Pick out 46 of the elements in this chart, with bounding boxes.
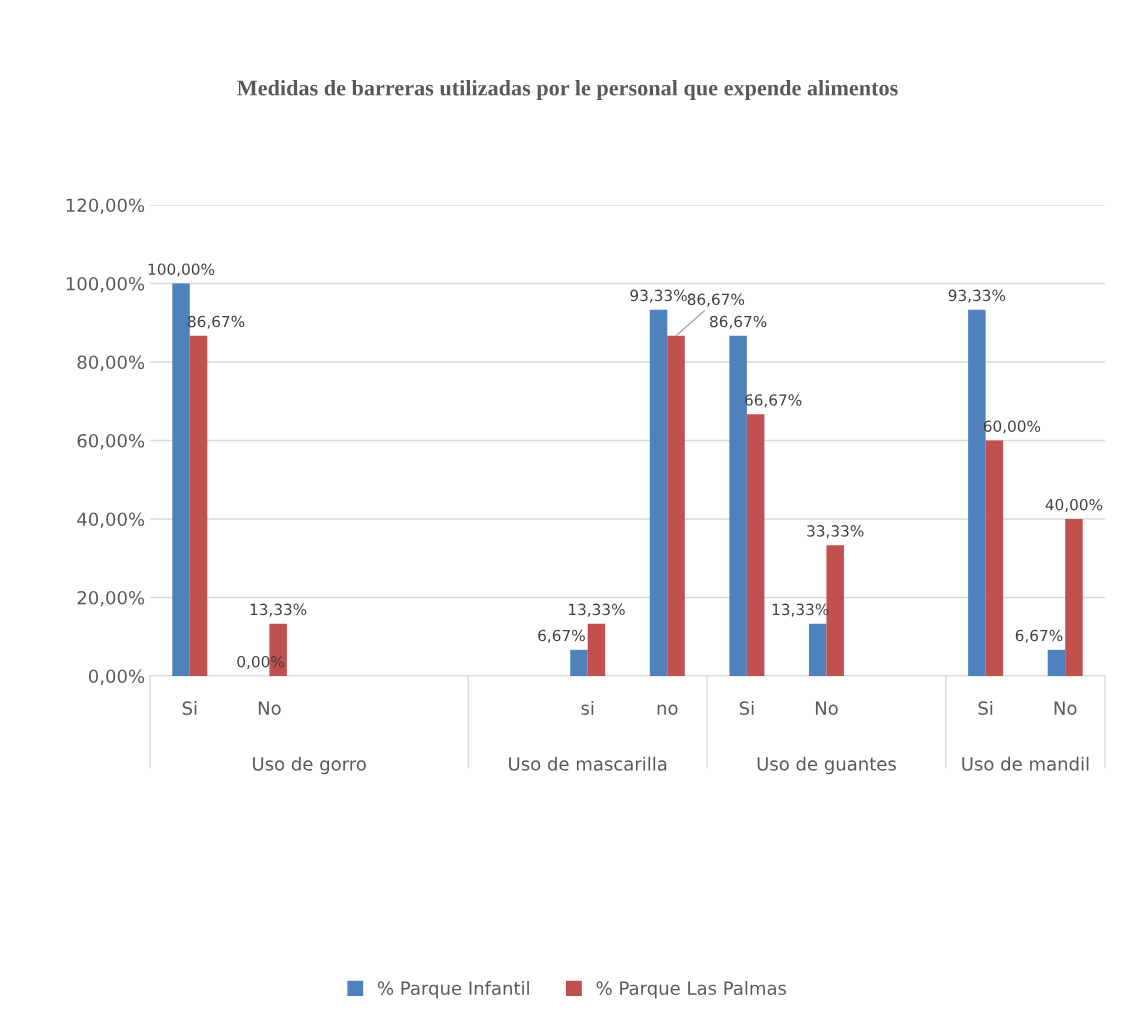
bar (746, 414, 765, 676)
text: Uso de mascarilla (509, 756, 667, 771)
y-tick-label: 20,00% (77, 590, 145, 607)
data-label: 6,67% (538, 629, 585, 643)
bar (172, 283, 190, 676)
bar (189, 335, 208, 676)
data-label: 40,00% (1045, 498, 1103, 513)
y-tick-label: 40,00% (77, 512, 145, 528)
x-tick-label: No (1054, 701, 1077, 715)
text: Uso de mandil (962, 756, 1089, 771)
bar (985, 440, 1004, 676)
legend-label: % Parque Las Palmas (596, 981, 787, 999)
legend-label: % Parque Infantil (377, 981, 529, 999)
x-tick-label: No (815, 701, 838, 715)
bar (570, 649, 588, 676)
data-label: 13,33% (569, 603, 625, 617)
x-tick-label: Si (739, 701, 754, 715)
y-tick-label: 100,00% (66, 276, 145, 293)
data-label: 100,00% (148, 263, 215, 277)
data-label: 86,67% (710, 315, 767, 329)
data-label: 13,33% (250, 603, 307, 617)
text: Uso de gorro (253, 756, 366, 775)
y-tick-label: 0,00% (88, 669, 145, 685)
chart-title: Medidas de barreras utilizadas por le personal que expende alimentos (237, 79, 898, 101)
bar (808, 623, 827, 676)
bar (667, 335, 685, 676)
bar (1065, 519, 1083, 676)
x-tick-label: no (657, 704, 678, 715)
bar (1047, 649, 1066, 676)
x-tick-label: Si (182, 701, 197, 715)
text: Uso de guantes (757, 756, 896, 775)
bar (729, 335, 747, 676)
bar (587, 623, 606, 676)
y-tick-label: 120,00% (66, 198, 145, 214)
y-tick-label: 80,00% (77, 355, 145, 371)
data-label: 93,33% (948, 289, 1006, 303)
bar (968, 309, 986, 676)
data-label: 33,33% (807, 525, 864, 539)
bar (649, 309, 668, 676)
data-label: 93,33% (630, 289, 687, 303)
x-tick-label: No (258, 701, 281, 715)
y-tick-label: 60,00% (77, 433, 145, 450)
x-tick-label: si (581, 701, 594, 715)
data-label: 6,67% (1015, 629, 1063, 643)
x-tick-label: Si (978, 701, 993, 715)
data-label: 86,67% (687, 293, 745, 307)
